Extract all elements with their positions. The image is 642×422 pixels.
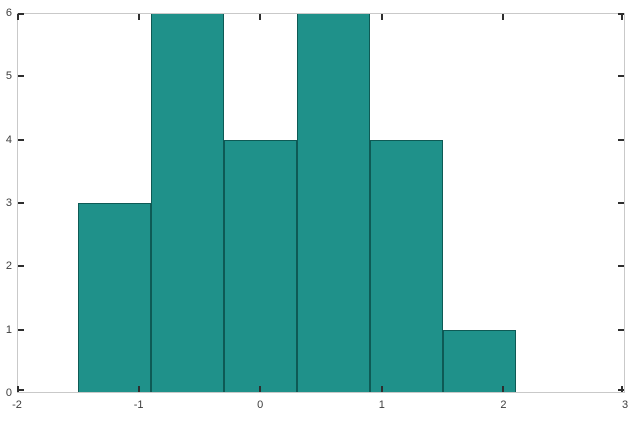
x-tick-top — [259, 14, 262, 20]
x-tick-label: -1 — [133, 399, 144, 411]
x-tick-top — [137, 14, 140, 20]
x-tick-top — [621, 14, 623, 20]
x-tick-label: 2 — [500, 399, 507, 411]
y-tick-label: 3 — [5, 197, 12, 209]
x-tick-label: 0 — [257, 399, 264, 411]
y-tick-right — [618, 202, 624, 204]
y-tick-left — [18, 265, 24, 268]
y-tick-label: 2 — [5, 260, 12, 273]
y-tick-left — [18, 75, 24, 78]
y-tick-left — [18, 328, 24, 331]
y-tick-right — [618, 138, 624, 141]
y-tick-label: 4 — [5, 133, 12, 146]
x-tick-label: 1 — [378, 399, 385, 411]
histogram-bar — [223, 139, 297, 393]
y-tick-right — [618, 13, 624, 15]
plot-area — [17, 13, 625, 393]
y-tick-left — [18, 389, 24, 391]
x-tick-label: 3 — [621, 399, 629, 411]
y-tick-label: 5 — [5, 70, 12, 83]
x-tick-bottom — [621, 386, 623, 392]
x-tick-top — [502, 14, 505, 20]
x-tick-bottom — [17, 386, 19, 392]
y-tick-label: 6 — [5, 7, 12, 19]
y-tick-left — [18, 202, 24, 204]
y-tick-label: 0 — [5, 387, 12, 399]
x-tick-top — [380, 14, 383, 20]
x-tick-label: -2 — [12, 399, 22, 411]
histogram-bar — [296, 13, 370, 393]
histogram-bar — [150, 13, 224, 393]
x-tick-top — [17, 14, 19, 20]
histogram-bar — [369, 139, 443, 393]
y-tick-label: 1 — [5, 323, 12, 336]
histogram-bar — [442, 329, 516, 393]
y-tick-left — [18, 13, 24, 15]
y-tick-left — [18, 138, 24, 141]
y-tick-right — [618, 75, 624, 78]
histogram-bar — [77, 203, 151, 393]
y-tick-right — [618, 328, 624, 331]
y-tick-right — [618, 389, 624, 391]
y-tick-right — [618, 265, 624, 268]
